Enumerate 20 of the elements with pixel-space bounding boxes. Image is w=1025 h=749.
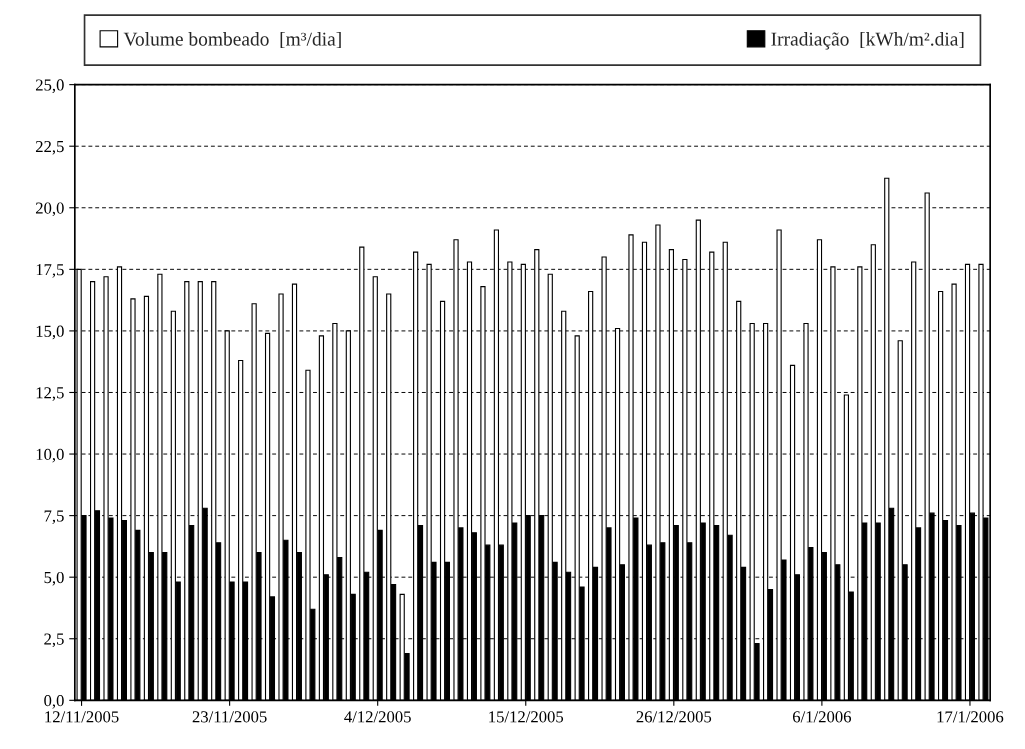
y-tick-label: 25,0	[35, 79, 64, 93]
y-tick-label: 5,0	[44, 571, 64, 586]
x-tick-label: 17/1/2006	[937, 711, 1004, 723]
x-tick-label: 4/12/2005	[344, 711, 411, 723]
x-tick-label: 15/12/2005	[489, 711, 564, 723]
y-tick-label: 17,5	[36, 264, 64, 278]
y-tick-label: 0,0	[44, 695, 64, 709]
y-tick-label: 7,5	[44, 510, 64, 524]
y-tick-label: 15,0	[36, 325, 64, 340]
y-tick-label: 22,5	[35, 140, 64, 155]
y-tick-label: 10,0	[36, 448, 64, 463]
legend-label: Volume bombeado [m³/dia]	[123, 31, 341, 49]
y-tick-label: 20,0	[35, 202, 64, 217]
y-tick-label: 12,5	[36, 387, 64, 401]
y-tick-label: 2,5	[44, 633, 64, 648]
x-tick-label: 26/12/2005	[636, 711, 712, 723]
x-tick-label: 23/11/2005	[192, 711, 267, 723]
x-tick-label: 12/11/2005	[45, 711, 119, 723]
x-tick-label: 6/1/2006	[792, 711, 852, 723]
legend-label: Irradiação [kWh/m².dia]	[771, 31, 964, 50]
